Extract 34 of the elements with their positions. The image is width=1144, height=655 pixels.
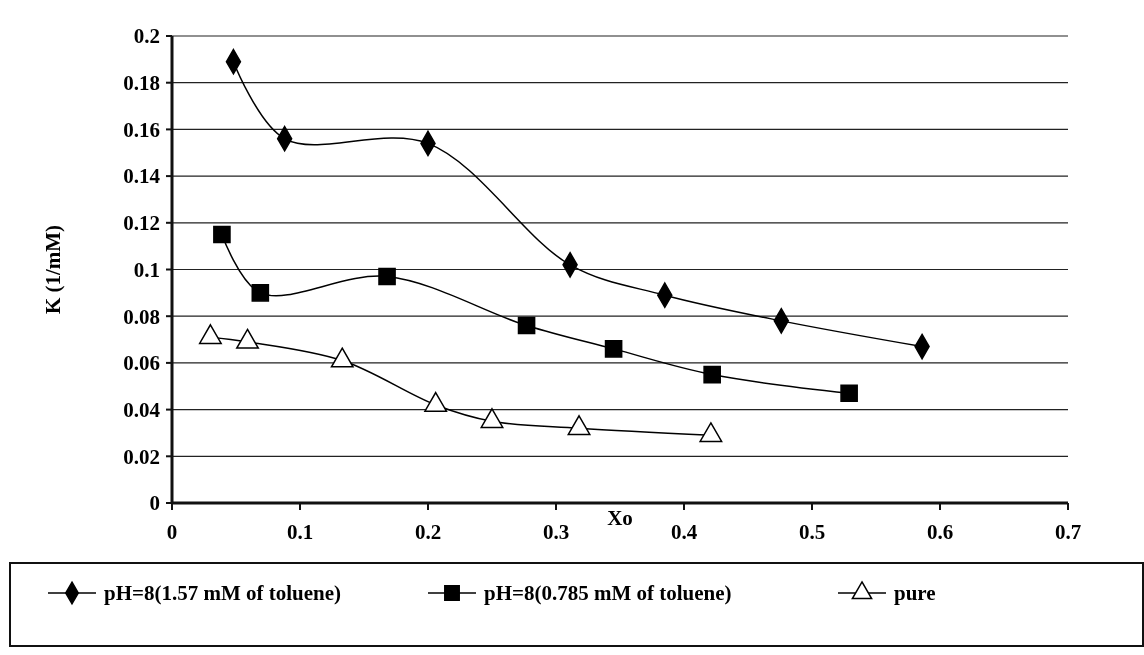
y-axis-title: K (1/mM) (41, 224, 65, 315)
y-tick-label: 0.08 (123, 304, 160, 329)
point (604, 340, 623, 358)
y-tick-label: 0.04 (123, 397, 161, 422)
x-tick-label: 0.3 (542, 520, 570, 544)
x-tick-label: 0.1 (286, 520, 314, 544)
x-tick-label: 0.5 (798, 520, 826, 544)
point (213, 225, 231, 244)
x-axis-title: Xo (607, 506, 633, 530)
point (840, 384, 858, 403)
x-tick-label: 0.4 (670, 520, 698, 544)
y-tick-label: 0.14 (123, 164, 161, 189)
x-tick-label: 0 (166, 520, 178, 544)
y-tick-label: 0.1 (133, 257, 160, 282)
y-tick-label: 0.02 (123, 444, 160, 469)
point (517, 316, 536, 335)
y-tick-label: 0.2 (133, 24, 160, 49)
x-tick-label: 0.7 (1054, 520, 1082, 544)
y-tick-label: 0.06 (123, 351, 160, 376)
legend-label: pure (894, 581, 936, 606)
y-tick-label: 0.18 (123, 71, 160, 96)
y-tick-label: 0.12 (123, 211, 160, 236)
point (699, 422, 723, 443)
legend-label: pH=8(0.785 mM of toluene) (484, 581, 732, 606)
y-tick-label: 0 (149, 491, 160, 516)
legend-label: pH=8(1.57 mM of toluene) (104, 581, 342, 606)
point (480, 408, 504, 429)
point (251, 284, 270, 302)
x-tick-label: 0.2 (414, 520, 442, 544)
y-tick-label: 0.16 (123, 117, 160, 142)
x-tick-label: 0.6 (926, 520, 954, 544)
point (567, 415, 591, 436)
point (378, 267, 396, 286)
point (703, 365, 721, 384)
